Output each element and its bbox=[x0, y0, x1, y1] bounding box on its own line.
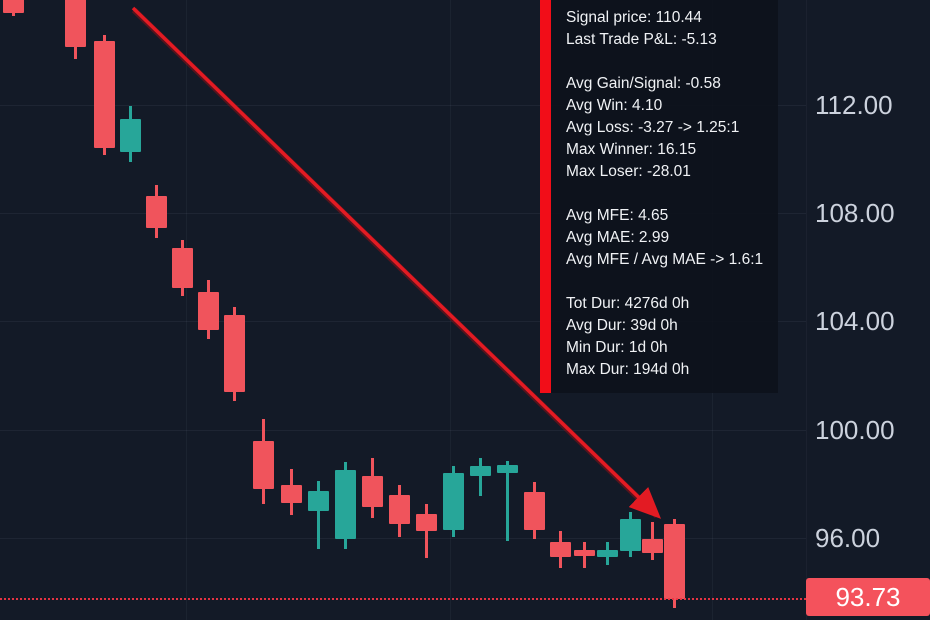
gridline-vertical bbox=[186, 0, 187, 620]
candle-body bbox=[198, 291, 219, 330]
stats-line: Avg Loss: -3.27 -> 1.25:1 bbox=[566, 119, 740, 136]
candle-body bbox=[389, 494, 410, 525]
stats-line bbox=[566, 271, 778, 293]
candle-body bbox=[497, 464, 518, 473]
stats-line: Avg MAE: 2.99 bbox=[566, 229, 670, 246]
candle-body bbox=[443, 473, 464, 530]
candle-body bbox=[3, 0, 24, 13]
candle-body bbox=[416, 513, 437, 532]
candle-body bbox=[550, 542, 571, 557]
price-axis-label: 96.00 bbox=[815, 522, 881, 553]
stats-line: Last Trade P&L: -5.13 bbox=[566, 31, 717, 48]
tooltip-accent-bar bbox=[540, 0, 551, 393]
candle-body bbox=[470, 466, 491, 476]
price-axis-label: 104.00 bbox=[815, 306, 895, 337]
gridline-horizontal bbox=[0, 537, 806, 539]
candle-body bbox=[524, 491, 545, 530]
candle-body bbox=[224, 314, 245, 392]
stats-tooltip: Signal price: 110.44 Last Trade P&L: -5.1… bbox=[540, 0, 778, 393]
last-price-value: 93.73 bbox=[835, 581, 901, 612]
candle-body bbox=[308, 490, 329, 511]
stats-line bbox=[566, 183, 778, 205]
candle-body bbox=[146, 195, 167, 229]
stats-line: Min Dur: 1d 0h bbox=[566, 339, 668, 356]
stats-line: Signal price: 110.44 bbox=[566, 9, 702, 26]
stats-line: Avg Win: 4.10 bbox=[566, 97, 663, 114]
candle-body bbox=[65, 0, 86, 47]
stats-line bbox=[566, 51, 778, 73]
stats-line: Max Winner: 16.15 bbox=[566, 141, 697, 158]
candle-body bbox=[253, 440, 274, 490]
price-axis-label: 112.00 bbox=[815, 90, 893, 120]
candle-body bbox=[281, 485, 302, 503]
candle-body bbox=[664, 524, 685, 600]
stats-line: Max Dur: 194d 0h bbox=[566, 361, 690, 378]
stats-line: Avg MFE: 4.65 bbox=[566, 207, 669, 224]
stats-line: Avg MFE / Avg MAE -> 1.6:1 bbox=[566, 251, 764, 268]
gridline-horizontal bbox=[0, 429, 806, 431]
stats-line: Max Loser: -28.01 bbox=[566, 163, 691, 180]
candle-body bbox=[335, 470, 356, 540]
candle-body bbox=[642, 539, 663, 553]
last-price-line bbox=[0, 598, 806, 601]
candle-body bbox=[120, 118, 141, 153]
candle-body bbox=[362, 475, 383, 507]
candle-wick bbox=[479, 458, 482, 496]
stats-line: Tot Dur: 4276d 0h bbox=[566, 295, 690, 312]
price-axis-label: 108.00 bbox=[815, 198, 895, 229]
stats-lines: Signal price: 110.44 Last Trade P&L: -5.1… bbox=[540, 7, 778, 381]
axis-divider bbox=[806, 0, 807, 620]
last-price-badge: 93.73 bbox=[806, 578, 930, 617]
stats-line: Avg Gain/Signal: -0.58 bbox=[566, 75, 721, 92]
candle-body bbox=[172, 248, 193, 288]
candle-body bbox=[597, 550, 618, 557]
candle-body bbox=[620, 519, 641, 552]
candle-wick bbox=[425, 504, 428, 559]
stats-line: Avg Dur: 39d 0h bbox=[566, 317, 678, 334]
price-axis-label: 100.00 bbox=[815, 414, 895, 445]
candle-body bbox=[94, 41, 115, 149]
candle-body bbox=[574, 550, 595, 556]
